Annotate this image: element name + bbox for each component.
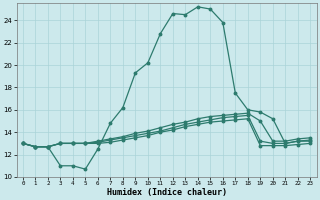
X-axis label: Humidex (Indice chaleur): Humidex (Indice chaleur): [107, 188, 227, 197]
